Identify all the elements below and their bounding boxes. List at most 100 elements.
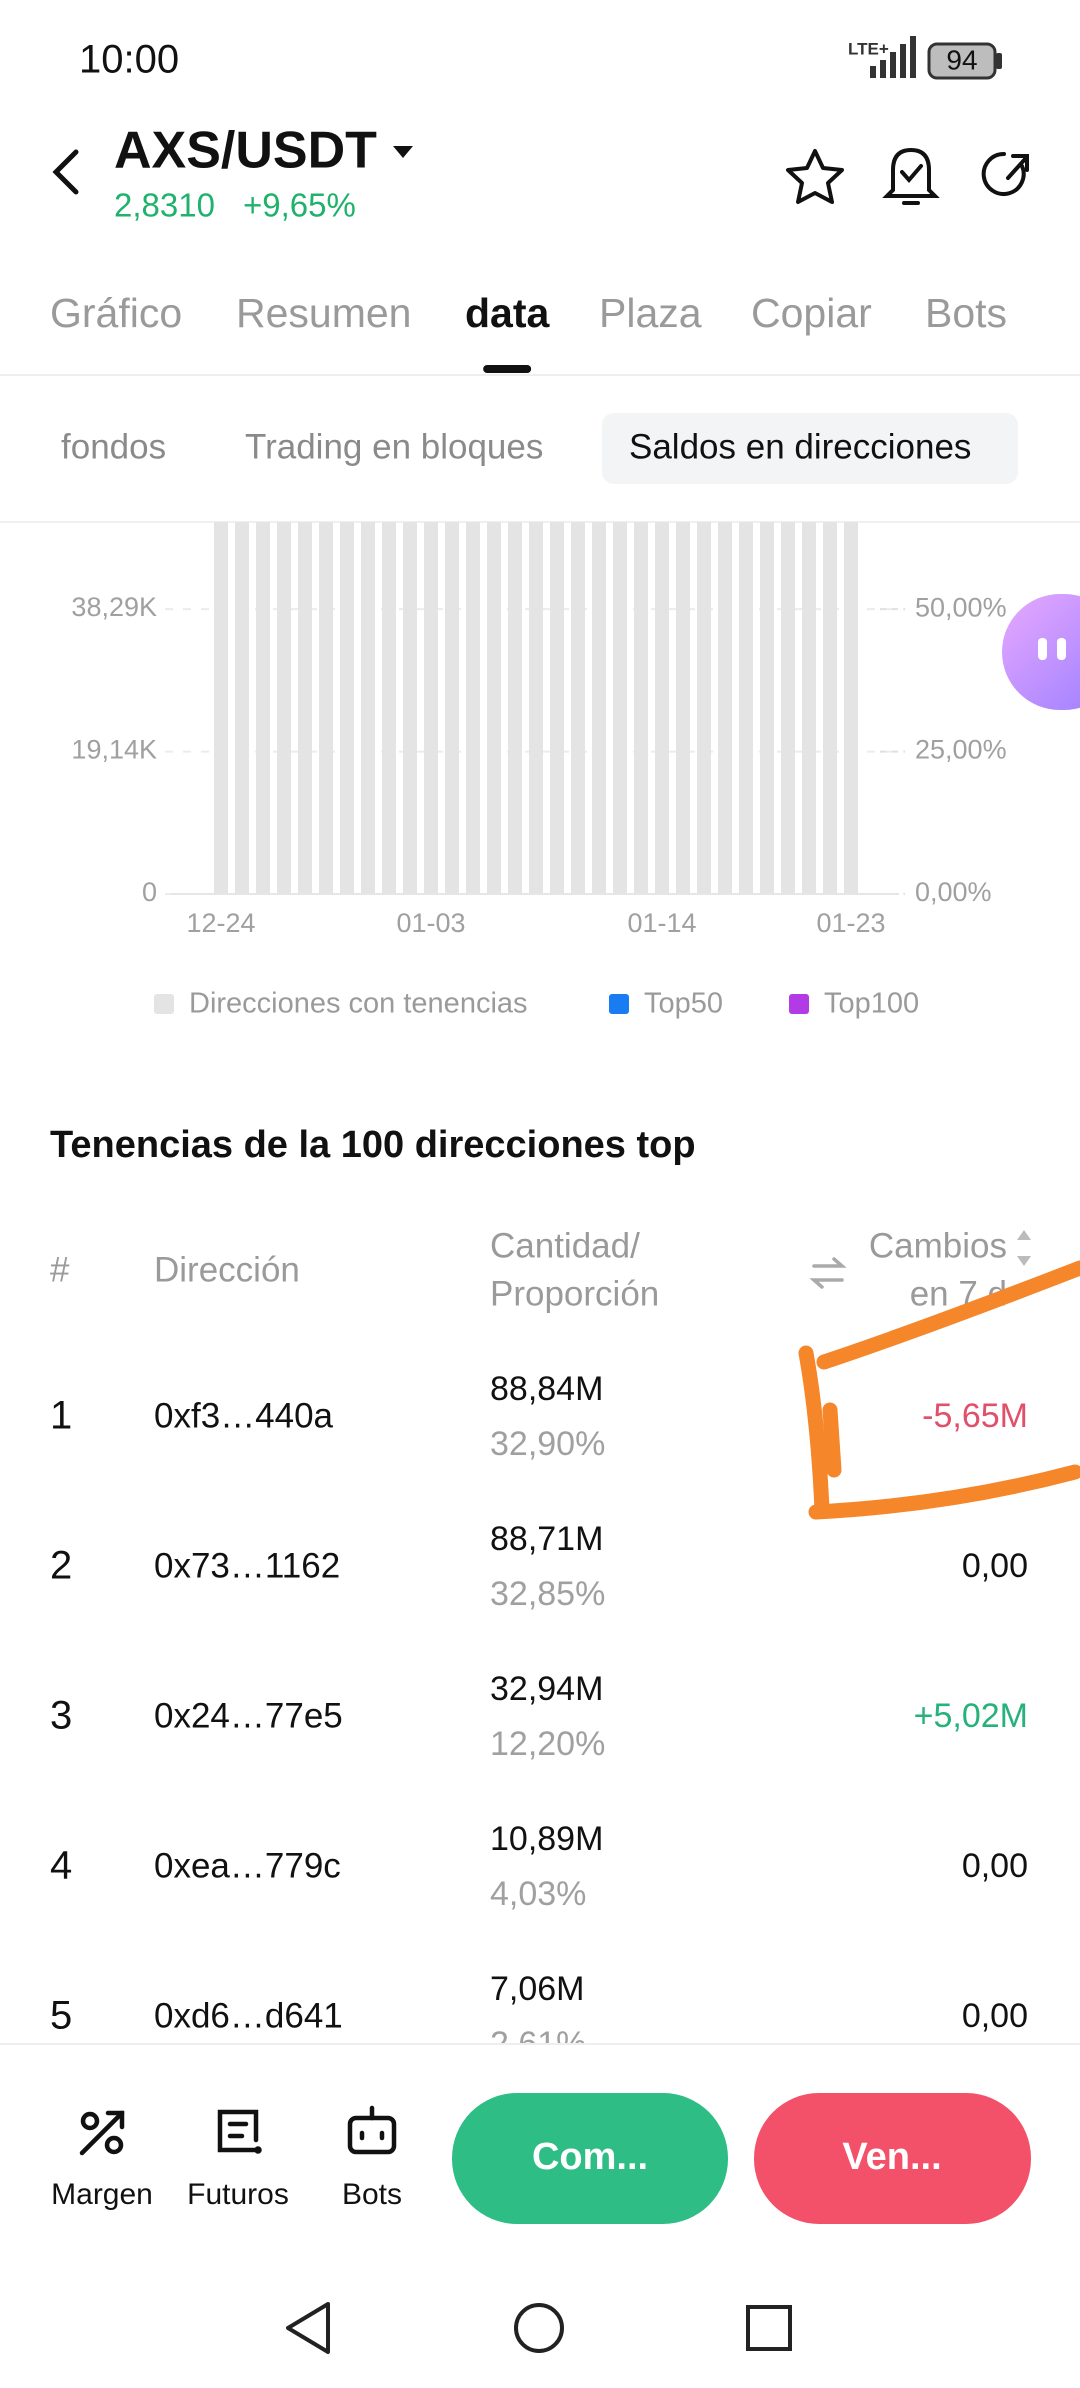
bar <box>256 522 270 894</box>
legend-label: Direcciones con tenencias <box>189 988 528 1020</box>
battery: 94 <box>927 42 1002 80</box>
nav-home[interactable] <box>514 2303 564 2353</box>
price: 2,8310 <box>114 187 215 224</box>
bar <box>823 522 837 894</box>
legend-label: Top100 <box>824 988 919 1020</box>
bar <box>697 522 711 894</box>
bar <box>760 522 774 894</box>
row-amount: 88,71M <box>490 1520 603 1558</box>
section-title: Tenencias de la 100 direcciones top <box>50 1124 696 1166</box>
nav-back[interactable] <box>286 2302 330 2354</box>
row-rank: 2 <box>50 1544 72 1588</box>
subtab[interactable]: Trading en bloques <box>245 427 543 466</box>
bar <box>214 522 228 894</box>
bar <box>676 522 690 894</box>
bar <box>592 522 606 894</box>
header-rank: # <box>50 1250 70 1289</box>
row-address: 0xf3…440a <box>154 1396 334 1435</box>
futures-icon[interactable] <box>217 2109 262 2154</box>
row-share: 2,61% <box>490 2025 586 2063</box>
subtab[interactable]: fondos <box>61 427 166 466</box>
legend-swatch <box>609 994 629 1014</box>
signal <box>870 36 916 78</box>
row-address: 0x73…1162 <box>154 1546 340 1585</box>
favorite-icon[interactable] <box>786 149 844 204</box>
pair-dropdown[interactable] <box>393 146 413 158</box>
row-share: 12,20% <box>490 1725 605 1763</box>
x-tick-label: 01-23 <box>816 908 885 938</box>
y-tick-label: 19,14K <box>71 735 157 765</box>
row-address: 0xd6…d641 <box>154 1996 343 2035</box>
margin-icon[interactable] <box>79 2110 125 2156</box>
bar <box>718 522 732 894</box>
buy-button[interactable] <box>452 2093 728 2224</box>
bar <box>508 522 522 894</box>
row-change: 0,00 <box>962 1547 1028 1585</box>
bar <box>340 522 354 894</box>
bar <box>613 522 627 894</box>
bar <box>655 522 669 894</box>
legend-swatch <box>154 994 174 1014</box>
header-change[interactable]: Cambios <box>869 1226 1007 1265</box>
header-amount: Cantidad/ <box>490 1226 640 1265</box>
header-share: Proporción <box>490 1274 659 1313</box>
row-rank: 1 <box>50 1394 72 1438</box>
bottom-label[interactable]: Bots <box>342 2178 402 2211</box>
bar <box>844 522 858 894</box>
buy-label[interactable]: Com... <box>532 2136 648 2178</box>
bar <box>298 522 312 894</box>
assistant-bubble[interactable] <box>1002 594 1080 710</box>
row-change: 0,00 <box>962 1847 1028 1885</box>
bottom-label[interactable]: Futuros <box>187 2178 289 2211</box>
bar <box>424 522 438 894</box>
tab[interactable]: Copiar <box>751 290 872 336</box>
sell-label[interactable]: Ven... <box>842 2136 941 2178</box>
row-amount: 88,84M <box>490 1370 603 1408</box>
bar <box>529 522 543 894</box>
tab[interactable]: Gráfico <box>50 290 182 336</box>
tab[interactable]: data <box>465 290 551 336</box>
row-change: +5,02M <box>914 1697 1028 1735</box>
x-tick-label: 12-24 <box>186 908 255 938</box>
chart: 0 19,14K 38,29K 0,00% 25,00% 50,00% 12-24 01-03… <box>71 522 1007 1020</box>
battery-level: 94 <box>946 44 977 75</box>
bar <box>802 522 816 894</box>
bots-icon[interactable] <box>347 2105 397 2155</box>
bar <box>382 522 396 894</box>
x-tick-label: 01-03 <box>396 908 465 938</box>
row-change: -5,65M <box>922 1397 1028 1435</box>
row-share: 32,85% <box>490 1575 605 1613</box>
back-button[interactable] <box>52 149 79 195</box>
table-body: 1 0xf3…440a 88,84M 32,90% -5,65M 2 0x73…1162 88… <box>50 1370 1028 2063</box>
price-change: +9,65% <box>243 187 356 224</box>
header-address: Dirección <box>154 1250 300 1289</box>
network: LTE+ <box>848 39 889 58</box>
sell-button[interactable] <box>754 2093 1031 2224</box>
bar <box>361 522 375 894</box>
bottom-label[interactable]: Margen <box>51 2178 153 2211</box>
sort-icon[interactable] <box>1017 1230 1031 1266</box>
row-amount: 32,94M <box>490 1670 603 1708</box>
share-icon[interactable] <box>981 151 1029 196</box>
bar <box>277 522 291 894</box>
subtab[interactable]: Saldos en direcciones <box>629 427 971 466</box>
y2-tick-label: 0,00% <box>915 877 992 907</box>
y2-tick-label: 25,00% <box>915 735 1007 765</box>
nav-recents[interactable] <box>746 2305 792 2351</box>
alert-icon[interactable] <box>882 147 940 205</box>
bar <box>445 522 459 894</box>
tab[interactable]: Plaza <box>599 290 702 336</box>
swap-icon[interactable] <box>809 1257 847 1289</box>
bar <box>739 522 753 894</box>
bottom-items: Margen Futuros Bots <box>51 2178 402 2211</box>
bar <box>403 522 417 894</box>
bar <box>634 522 648 894</box>
row-rank: 3 <box>50 1694 72 1738</box>
pair-title[interactable]: AXS/USDT <box>114 122 377 180</box>
tab[interactable]: Resumen <box>236 290 411 336</box>
legend-swatch <box>789 994 809 1014</box>
row-share: 4,03% <box>490 1875 586 1913</box>
tab[interactable]: Bots <box>925 290 1007 336</box>
